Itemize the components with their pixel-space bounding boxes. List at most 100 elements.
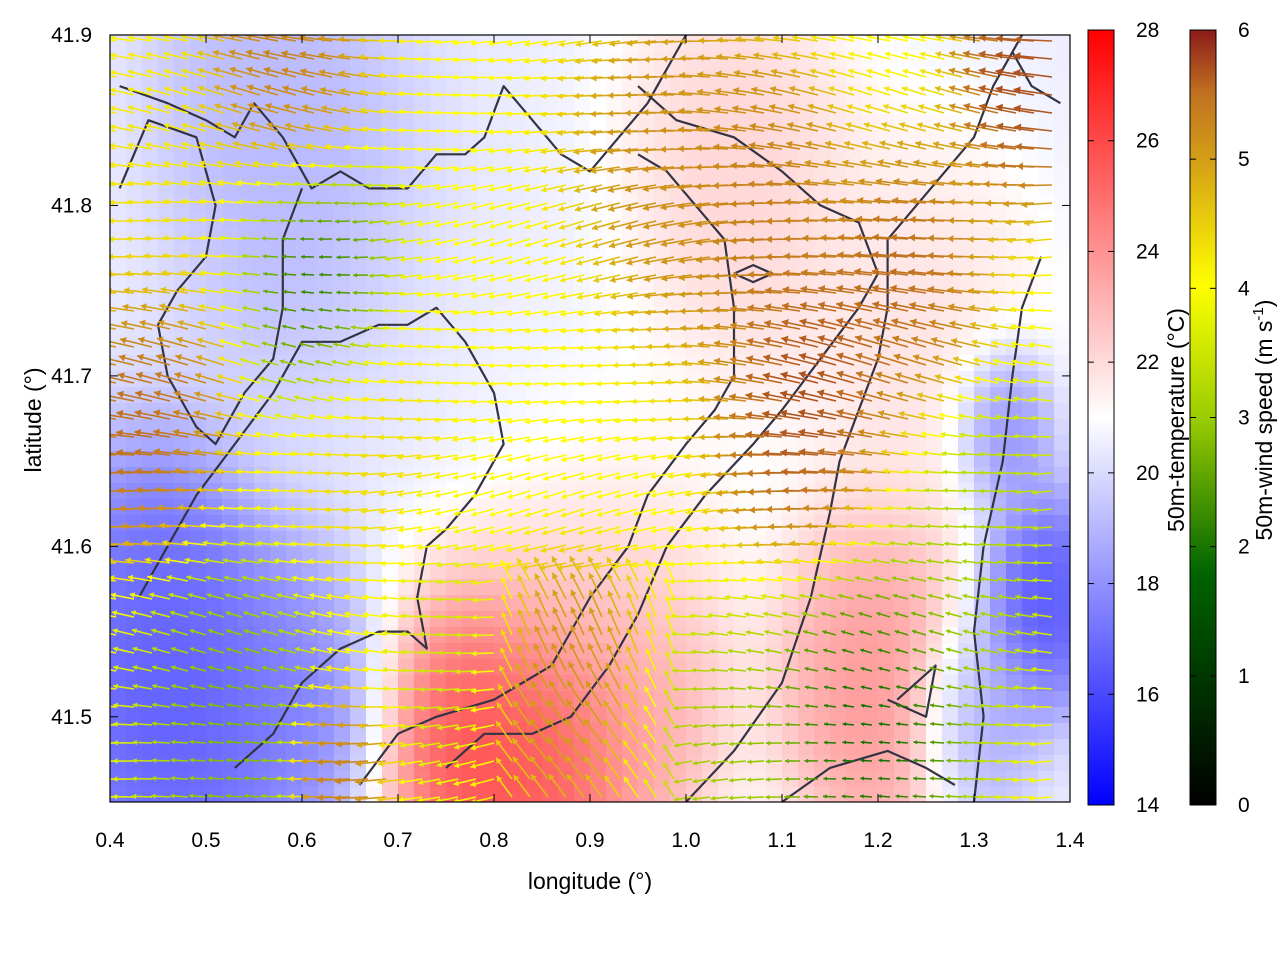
temperature-cell xyxy=(446,115,463,132)
temperature-cell xyxy=(1006,515,1023,532)
temperature-cell xyxy=(414,403,431,420)
temperature-cell xyxy=(366,659,383,676)
temperature-cell xyxy=(270,275,287,292)
temperature-cell xyxy=(782,691,799,708)
temperature-cell xyxy=(878,579,895,596)
temperature-cell xyxy=(382,227,399,244)
temperature-cell xyxy=(222,643,239,660)
temperature-cell xyxy=(622,403,639,420)
temperature-cell xyxy=(190,435,207,452)
temperature-cell xyxy=(270,579,287,596)
temperature-cell xyxy=(334,51,351,68)
temperature-cell xyxy=(414,323,431,340)
temperature-cell xyxy=(238,435,255,452)
temperature-cell xyxy=(222,499,239,516)
temperature-cell xyxy=(158,579,175,596)
temperature-cell xyxy=(350,211,367,228)
temperature-cell xyxy=(1006,547,1023,564)
temperature-cell xyxy=(686,707,703,724)
temperature-cell xyxy=(286,403,303,420)
temperature-cell xyxy=(846,515,863,532)
temperature-cell xyxy=(766,227,783,244)
temperature-cell xyxy=(782,755,799,772)
temperature-cell xyxy=(782,579,799,596)
temperature-cell xyxy=(430,611,447,628)
temperature-cell xyxy=(174,659,191,676)
temperature-cell xyxy=(1054,755,1070,772)
temperature-cell xyxy=(366,451,383,468)
temperature-cell xyxy=(974,467,991,484)
temperature-cell xyxy=(350,403,367,420)
temperature-cell xyxy=(270,723,287,740)
temperature-cell xyxy=(366,35,383,52)
temperature-cell xyxy=(142,307,159,324)
temperature-cell xyxy=(254,483,271,500)
temperature-cell xyxy=(350,419,367,436)
temperature-cell xyxy=(958,419,975,436)
temperature-cell xyxy=(398,451,415,468)
temperature-cell xyxy=(734,787,751,802)
temperature-cell xyxy=(1038,499,1055,516)
temperature-cell xyxy=(174,291,191,308)
temperature-cell xyxy=(398,659,415,676)
temperature-cell xyxy=(110,435,127,452)
temperature-cell xyxy=(238,643,255,660)
temperature-cell xyxy=(462,771,479,788)
temperature-cell xyxy=(942,467,959,484)
temperature-cell xyxy=(334,419,351,436)
temperature-cell xyxy=(638,371,655,388)
temperature-cell xyxy=(302,211,319,228)
temperature-cell xyxy=(238,451,255,468)
temperature-cell xyxy=(318,419,335,436)
temperature-cell xyxy=(1054,611,1070,628)
temperature-cell xyxy=(798,675,815,692)
temperature-cell xyxy=(382,259,399,276)
temperature-cell xyxy=(654,691,671,708)
temperature-cell xyxy=(142,291,159,308)
temperature-cell xyxy=(398,259,415,276)
temperature-cell xyxy=(734,627,751,644)
temperature-cell xyxy=(846,467,863,484)
temperature-cell xyxy=(1054,147,1070,164)
temperature-cell xyxy=(1038,147,1055,164)
temperature-cell xyxy=(510,771,527,788)
temperature-cell xyxy=(126,291,143,308)
temperature-cell xyxy=(478,739,495,756)
temperature-cell xyxy=(1038,307,1055,324)
temperature-cell xyxy=(750,515,767,532)
temperature-cell xyxy=(1006,659,1023,676)
temperature-cell xyxy=(382,611,399,628)
temperature-cell xyxy=(494,755,511,772)
temperature-cell xyxy=(126,499,143,516)
temperature-cell xyxy=(494,355,511,372)
temperature-cell xyxy=(766,179,783,196)
temperature-cell xyxy=(222,483,239,500)
temperature-cell xyxy=(334,339,351,356)
temperature-cell xyxy=(238,579,255,596)
temperature-cell xyxy=(1038,611,1055,628)
temperature-cell xyxy=(254,131,271,148)
temperature-cell xyxy=(1038,227,1055,244)
temperature-cell xyxy=(190,595,207,612)
temperature-cell xyxy=(926,787,943,802)
temperature-cell xyxy=(414,67,431,84)
temperature-cell xyxy=(142,179,159,196)
temperature-cell xyxy=(974,147,991,164)
temperature-cell xyxy=(878,755,895,772)
temperature-cell xyxy=(542,67,559,84)
temperature-cell xyxy=(206,291,223,308)
temperature-cell xyxy=(206,643,223,660)
temperature-cell xyxy=(286,259,303,276)
temperature-cell xyxy=(270,467,287,484)
temperature-cell xyxy=(318,51,335,68)
temperature-cell xyxy=(286,355,303,372)
temperature-cell xyxy=(334,259,351,276)
temperature-cell xyxy=(702,707,719,724)
temperature-cell xyxy=(206,579,223,596)
temperature-cell xyxy=(334,179,351,196)
temperature-cell xyxy=(974,579,991,596)
temperature-cell xyxy=(110,499,127,516)
temperature-cell xyxy=(1054,307,1070,324)
temperature-cell xyxy=(990,579,1007,596)
temperature-cell xyxy=(1054,563,1070,580)
